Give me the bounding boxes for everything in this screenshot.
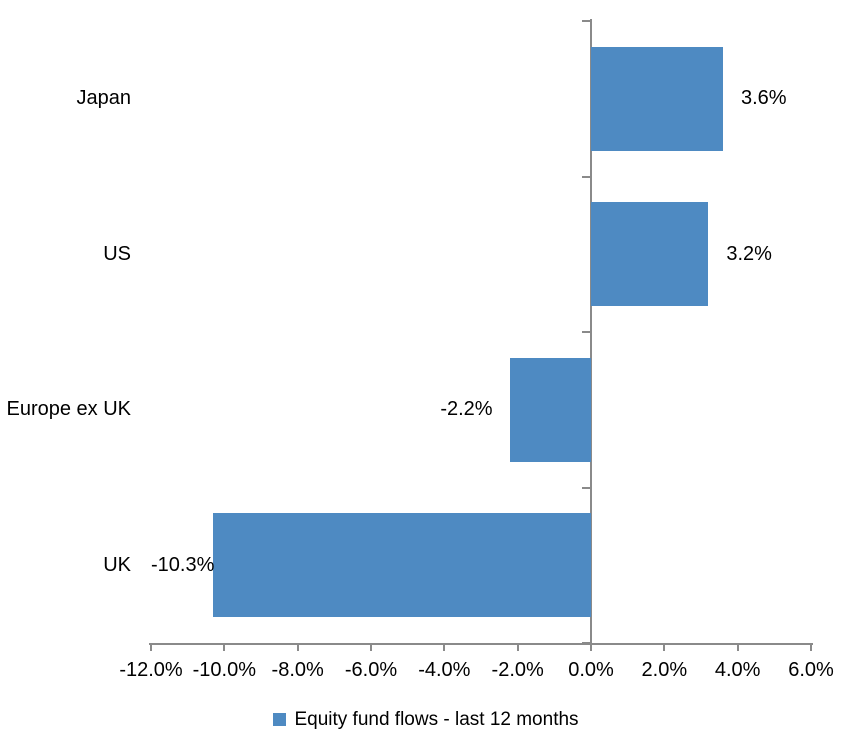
y-axis-tick bbox=[582, 20, 590, 22]
data-label: -10.3% bbox=[151, 553, 215, 576]
x-axis-tick bbox=[223, 643, 226, 651]
category-label: Japan bbox=[76, 87, 132, 110]
category-label: Europe ex UK bbox=[6, 398, 131, 421]
x-axis-tick bbox=[810, 643, 812, 651]
x-axis-tick bbox=[150, 643, 152, 651]
y-axis-line bbox=[590, 19, 592, 643]
legend-label: Equity fund flows - last 12 months bbox=[294, 709, 579, 730]
x-axis-tick bbox=[736, 643, 739, 651]
data-label: 3.6% bbox=[741, 87, 787, 110]
data-label: 3.2% bbox=[726, 242, 772, 265]
x-axis-tick-label: 4.0% bbox=[714, 659, 761, 681]
y-axis-tick bbox=[582, 642, 590, 644]
x-axis-tick-label: -4.0% bbox=[418, 659, 471, 681]
bar-us bbox=[591, 202, 709, 307]
x-axis-tick-label: -6.0% bbox=[344, 659, 398, 681]
x-axis-tick bbox=[443, 643, 446, 651]
category-label: UK bbox=[103, 553, 131, 576]
legend-swatch-icon bbox=[273, 713, 287, 726]
x-axis-tick bbox=[663, 643, 666, 651]
x-axis-tick bbox=[590, 643, 592, 651]
x-axis-tick-label: 6.0% bbox=[788, 659, 834, 681]
y-axis-tick bbox=[582, 331, 590, 333]
y-axis-tick bbox=[582, 175, 590, 178]
data-label: -2.2% bbox=[440, 398, 493, 421]
x-axis-tick-label: -10.0% bbox=[192, 659, 257, 681]
x-axis-tick-label: -2.0% bbox=[491, 659, 544, 681]
x-axis-tick bbox=[516, 643, 519, 651]
x-axis-tick-label: -8.0% bbox=[271, 659, 324, 681]
x-axis-tick-label: -12.0% bbox=[119, 659, 183, 681]
legend: Equity fund flows - last 12 months bbox=[0, 708, 852, 731]
bar-japan bbox=[591, 46, 723, 151]
y-axis-tick bbox=[582, 486, 590, 489]
x-axis-tick bbox=[370, 643, 372, 651]
bar-europe-ex-uk bbox=[510, 357, 591, 462]
x-axis-tick-label: 2.0% bbox=[641, 659, 688, 681]
x-axis-line bbox=[149, 643, 813, 645]
x-axis-tick-label: 0.0% bbox=[568, 659, 614, 681]
x-axis-tick bbox=[296, 643, 299, 651]
bar-uk bbox=[213, 513, 591, 618]
category-label: US bbox=[103, 242, 131, 265]
